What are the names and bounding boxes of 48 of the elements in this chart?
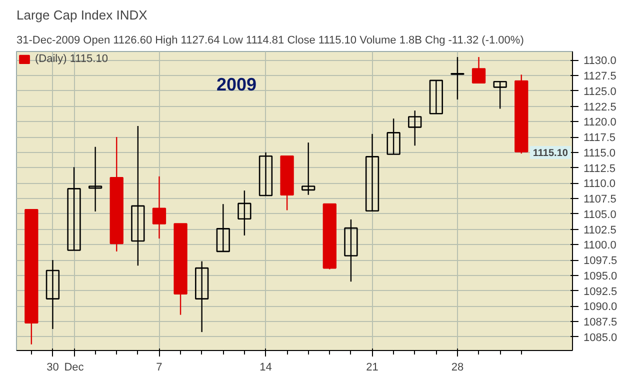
candlestick xyxy=(429,80,443,114)
chart-subtitle: 31-Dec-2009 Open 1126.60 High 1127.64 Low 1114.81 Close 1115.10 Volume 1.8B Chg -11.32 (-1.00%) xyxy=(16,34,524,46)
legend-label: (Daily) 1115.10 xyxy=(35,53,108,65)
x-tick-label: Dec xyxy=(64,362,84,374)
candlestick xyxy=(131,125,145,266)
x-tick-label: 28 xyxy=(451,362,464,374)
candlestick xyxy=(365,133,380,212)
candlestick xyxy=(46,259,60,330)
y-tick-label: 1092.5 xyxy=(584,286,618,298)
y-tick-label: 1125.0 xyxy=(584,86,616,98)
x-tick-label: 14 xyxy=(260,362,272,374)
text: 1115.10 xyxy=(532,148,568,159)
x-tick-label: 7 xyxy=(156,362,162,374)
candlestick xyxy=(302,142,316,196)
y-tick-label: 1085.0 xyxy=(584,332,618,344)
candlestick xyxy=(386,118,400,155)
y-tick-label: 1115.0 xyxy=(584,147,616,160)
y-tick-label: 1100.0 xyxy=(584,240,616,252)
candlestick xyxy=(88,146,102,212)
y-tick-label: 1122.5 xyxy=(584,101,616,114)
y-tick-label: 1117.5 xyxy=(584,132,616,144)
y-tick-label: 1120.0 xyxy=(584,116,616,129)
y-tick-label: 1087.5 xyxy=(584,316,618,329)
x-tick-label: 30 xyxy=(46,362,59,374)
candlestick xyxy=(238,190,252,236)
candlestick xyxy=(493,80,507,110)
candlestick xyxy=(152,176,166,240)
y-tick-label: 1105.0 xyxy=(584,208,616,221)
candlestick xyxy=(195,260,209,333)
y-tick-label: 1097.5 xyxy=(584,255,618,268)
candlestick xyxy=(67,166,81,251)
y-tick-label: 1102.5 xyxy=(584,224,616,236)
x-tick-label: 21 xyxy=(366,362,378,374)
candlestick xyxy=(258,152,273,196)
y-tick-label: 1112.5 xyxy=(584,162,616,175)
y-tick-label: 1127.5 xyxy=(584,70,616,82)
y-tick-label: 1110.0 xyxy=(584,178,616,190)
annotation: 2009 xyxy=(216,74,257,94)
candlestick xyxy=(408,110,422,146)
candlestick xyxy=(472,56,486,84)
candlestick xyxy=(344,218,358,282)
candlestick xyxy=(450,56,464,100)
y-tick-label: 1130.0 xyxy=(584,55,616,68)
y-tick-label: 1090.0 xyxy=(584,301,618,314)
chart-title: Large Cap Index INDX xyxy=(16,8,148,22)
y-tick-label: 1095.0 xyxy=(584,270,618,282)
y-tick-label: 1107.5 xyxy=(584,194,616,206)
candlestick xyxy=(216,203,230,252)
